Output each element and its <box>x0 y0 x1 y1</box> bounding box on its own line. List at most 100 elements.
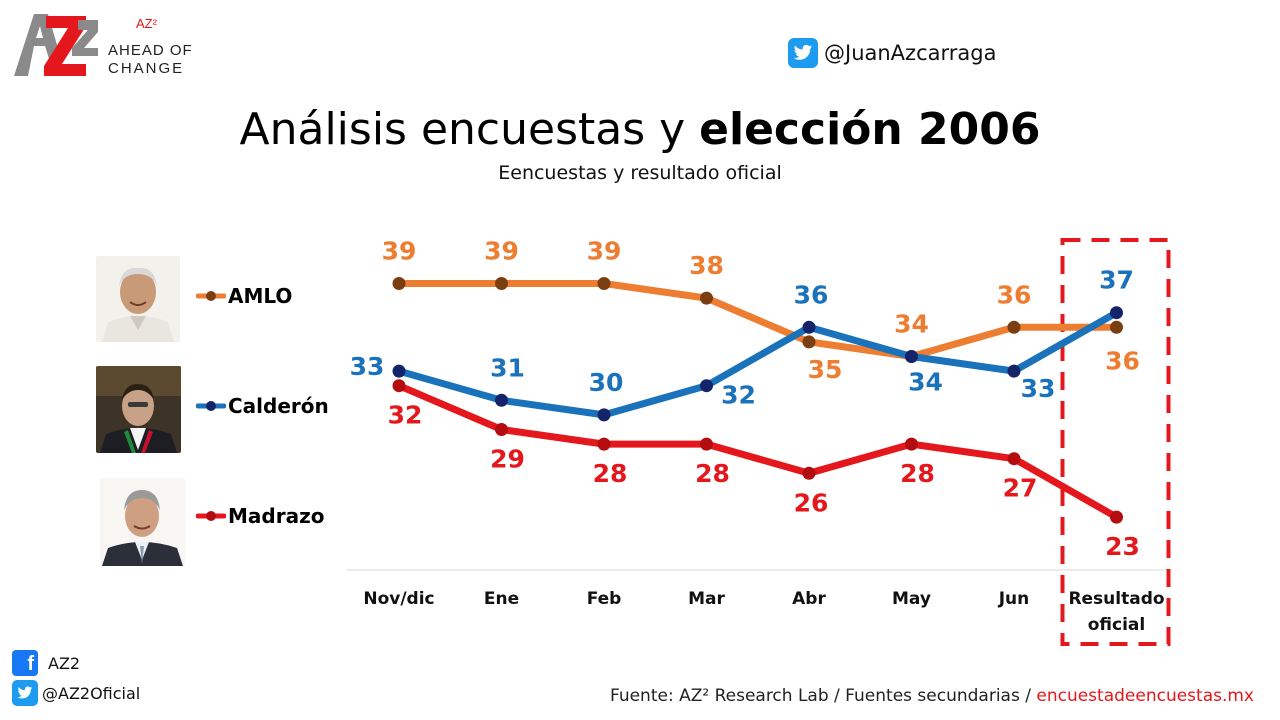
legend-item-calderon: Calderón <box>196 393 329 419</box>
data-label-amlo: 34 <box>894 310 929 339</box>
data-label-calderon: 30 <box>589 368 624 397</box>
data-label-calderon: 33 <box>350 352 385 381</box>
highlight-box <box>1060 238 1171 646</box>
data-label-amlo: 39 <box>587 237 622 266</box>
data-point-madrazo <box>495 423 508 436</box>
x-tick-label-mar: Mar <box>688 589 725 609</box>
legend-item-madrazo: Madrazo <box>196 503 324 529</box>
madrazo-portrait-icon <box>100 478 185 566</box>
data-label-madrazo: 32 <box>388 401 423 430</box>
x-tick-label-ene: Ene <box>484 589 519 609</box>
data-label-calderon: 31 <box>490 353 525 382</box>
data-point-calderon <box>392 364 406 378</box>
calderon-portrait-icon <box>96 366 181 453</box>
data-label-madrazo: 28 <box>695 459 730 488</box>
logo-superscript: AZ² <box>136 16 157 31</box>
legend-marker-calderon <box>196 401 226 411</box>
logo-text: AZ² AHEAD OF CHANGE <box>108 16 193 78</box>
x-tick-label-feb: Feb <box>587 589 622 609</box>
source-note: Fuente: AZ² Research Lab / Fuentes secun… <box>610 686 1254 706</box>
data-label-calderon: 37 <box>1099 266 1134 295</box>
title-regular: Análisis encuestas y <box>239 104 700 155</box>
data-label-calderon: 32 <box>721 381 756 410</box>
data-point-madrazo <box>1007 452 1021 466</box>
x-tick-label-word: Ene <box>484 589 519 609</box>
source-text: Fuente: AZ² Research Lab / Fuentes secun… <box>609 686 1037 706</box>
x-tick-label-may: May <box>892 589 931 609</box>
data-point-madrazo <box>700 437 713 451</box>
series-line-madrazo <box>395 382 1120 521</box>
legend-item-amlo: AMLO <box>196 283 292 309</box>
data-point-amlo <box>1110 320 1123 334</box>
logo-line-2: CHANGE <box>108 60 185 77</box>
data-label-madrazo: 23 <box>1105 532 1140 561</box>
twitter-footer-label: @AZ2Oficial <box>42 683 141 703</box>
data-label-amlo: 39 <box>382 237 417 266</box>
amlo-portrait-icon <box>96 256 180 342</box>
az2-logo: AZ² AHEAD OF CHANGE <box>12 10 212 82</box>
twitter-link-footer[interactable]: @AZ2Oficial <box>12 680 140 706</box>
data-point-amlo <box>495 277 508 290</box>
data-label-calderon: 34 <box>908 368 943 397</box>
facebook-label: AZ2 <box>48 653 81 673</box>
az2-logo-mark <box>14 14 98 76</box>
x-tick-label-word: Jun <box>998 589 1030 609</box>
data-point-calderon <box>905 350 918 363</box>
x-tick-label-word: Resultado <box>1068 589 1164 609</box>
twitter-icon <box>12 680 38 706</box>
x-tick-label-word: Abr <box>792 589 826 609</box>
source-link[interactable]: encuestadeencuestas.mx <box>1036 686 1254 706</box>
legend-label-amlo: AMLO <box>228 284 293 308</box>
x-tick-label-word: Nov/dic <box>363 589 434 609</box>
x-tick-label-abr: Abr <box>792 589 826 609</box>
x-tick-label-word: May <box>892 589 931 609</box>
facebook-icon: f <box>12 650 38 676</box>
x-tick-label-jun: Jun <box>998 589 1030 609</box>
data-point-calderon <box>1007 364 1021 378</box>
data-label-calderon: 36 <box>794 280 829 309</box>
data-point-amlo <box>700 291 713 305</box>
title-bold: elección 2006 <box>699 104 1041 155</box>
data-point-madrazo <box>1110 510 1123 524</box>
data-label-amlo: 36 <box>997 280 1032 309</box>
x-tick-label-nov-dic: Nov/dic <box>363 589 434 609</box>
x-tick-label-word: Feb <box>587 589 622 609</box>
legend-marker-amlo <box>196 291 226 301</box>
data-point-calderon <box>597 408 611 422</box>
logo-line-1: AHEAD OF <box>108 42 193 59</box>
twitter-handle-top[interactable]: @JuanAzcarraga <box>788 38 996 68</box>
data-label-amlo: 36 <box>1105 346 1140 375</box>
x-tick-label-word: oficial <box>1088 615 1145 635</box>
data-label-madrazo: 27 <box>1003 474 1038 503</box>
data-point-madrazo <box>802 466 816 480</box>
data-point-madrazo <box>905 437 918 451</box>
data-label-calderon: 33 <box>1021 374 1056 403</box>
data-label-madrazo: 28 <box>593 459 628 488</box>
x-tick-label-word: Mar <box>688 589 725 609</box>
data-label-madrazo: 28 <box>900 459 935 488</box>
series-line-amlo <box>395 280 1120 360</box>
data-point-madrazo <box>392 379 406 393</box>
data-label-madrazo: 26 <box>794 488 829 517</box>
page-title: Análisis encuestas y elección 2006 <box>0 104 1280 155</box>
x-tick-label-resultado-oficial: Resultado oficial <box>1068 589 1164 635</box>
data-label-amlo: 39 <box>484 237 519 266</box>
data-point-calderon <box>495 393 508 407</box>
data-point-madrazo <box>597 437 611 451</box>
data-point-amlo <box>1007 320 1021 334</box>
twitter-handle-text: @JuanAzcarraga <box>824 41 997 65</box>
data-point-amlo <box>802 335 816 349</box>
data-point-calderon <box>802 320 816 334</box>
legend-marker-madrazo <box>196 511 226 521</box>
data-label-amlo: 35 <box>808 355 843 384</box>
data-point-amlo <box>597 277 611 290</box>
data-point-calderon <box>700 379 713 393</box>
legend-label-madrazo: Madrazo <box>228 504 325 528</box>
data-point-calderon <box>1110 306 1123 320</box>
data-label-madrazo: 29 <box>490 445 525 474</box>
series-line-calderon <box>395 309 1120 419</box>
twitter-icon <box>788 38 818 68</box>
facebook-link[interactable]: f AZ2 <box>12 650 80 676</box>
legend-label-calderon: Calderón <box>228 394 329 418</box>
